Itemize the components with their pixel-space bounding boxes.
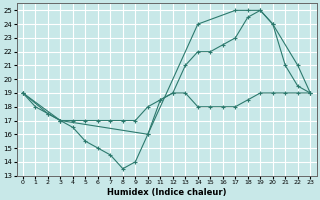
X-axis label: Humidex (Indice chaleur): Humidex (Indice chaleur) xyxy=(107,188,226,197)
